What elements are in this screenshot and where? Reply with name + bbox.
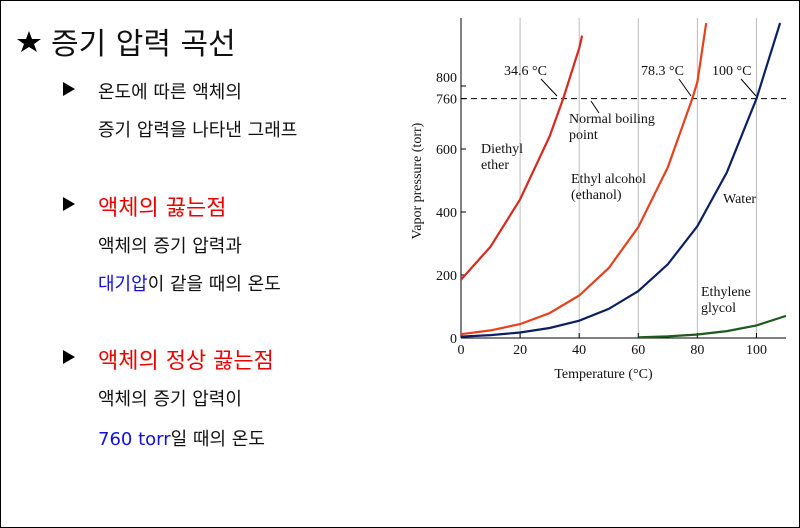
bullet-text: 온도에 따른 액체의 xyxy=(98,82,242,103)
leader-line xyxy=(740,78,757,97)
y-tick-label: 800 xyxy=(436,71,457,86)
curve xyxy=(638,314,786,338)
slide-title: 증기 압력 곡선 xyxy=(51,27,236,62)
curve xyxy=(461,22,782,338)
bullet-icon xyxy=(63,82,75,96)
x-axis-label: Temperature (°C) xyxy=(554,367,653,382)
x-tick-label: 40 xyxy=(572,343,586,358)
y-tick-label: 0 xyxy=(450,332,457,347)
bullet-text: 액체의 증기 압력과 xyxy=(98,236,242,257)
y-tick-label: 600 xyxy=(436,143,457,158)
annotation: 100 °C xyxy=(712,64,752,79)
y-tick-label: 200 xyxy=(436,269,457,284)
series-label: Water xyxy=(723,192,757,207)
bullet-text: 액체의 증기 압력이 xyxy=(98,389,242,410)
bullet-icon xyxy=(63,350,75,364)
star-icon xyxy=(17,31,41,52)
y-tick-label: 760 xyxy=(436,93,457,108)
text: 일 때의 온도 xyxy=(170,429,265,450)
reference-label: Normal boiling point xyxy=(569,112,655,143)
bullet-heading: 액체의 정상 끓는점 xyxy=(98,349,274,374)
series-label: Ethylene glycol xyxy=(701,285,751,316)
series-label: Ethyl alcohol (ethanol) xyxy=(571,172,647,203)
leader-line xyxy=(590,100,600,114)
bullet-text: 대기압이 같을 때의 온도 xyxy=(98,270,281,296)
text: 이 같을 때의 온도 xyxy=(147,274,281,295)
bullet-text: 증기 압력을 나타낸 그래프 xyxy=(98,120,298,141)
y-axis-label: Vapor pressure (torr) xyxy=(410,122,425,239)
leader-line xyxy=(678,78,692,97)
curve xyxy=(461,35,584,281)
bullet-icon xyxy=(63,197,75,211)
bullet-heading: 액체의 끓는점 xyxy=(98,196,227,221)
x-tick-label: 0 xyxy=(458,343,465,358)
bullet-text: 760 torr일 때의 온도 xyxy=(98,425,265,451)
series-label: Diethyl ether xyxy=(481,142,523,173)
leader-line xyxy=(540,78,558,97)
x-tick-label: 60 xyxy=(631,343,645,358)
x-tick-label: 20 xyxy=(513,343,527,358)
annotation: 34.6 °C xyxy=(504,64,547,79)
annotation: 78.3 °C xyxy=(641,64,684,79)
x-tick-label: 100 xyxy=(746,343,767,358)
highlight: 760 torr xyxy=(98,429,171,450)
y-tick-label: 400 xyxy=(436,206,457,221)
highlight: 대기압 xyxy=(98,274,148,295)
curve xyxy=(461,22,708,336)
x-tick-label: 80 xyxy=(690,343,704,358)
